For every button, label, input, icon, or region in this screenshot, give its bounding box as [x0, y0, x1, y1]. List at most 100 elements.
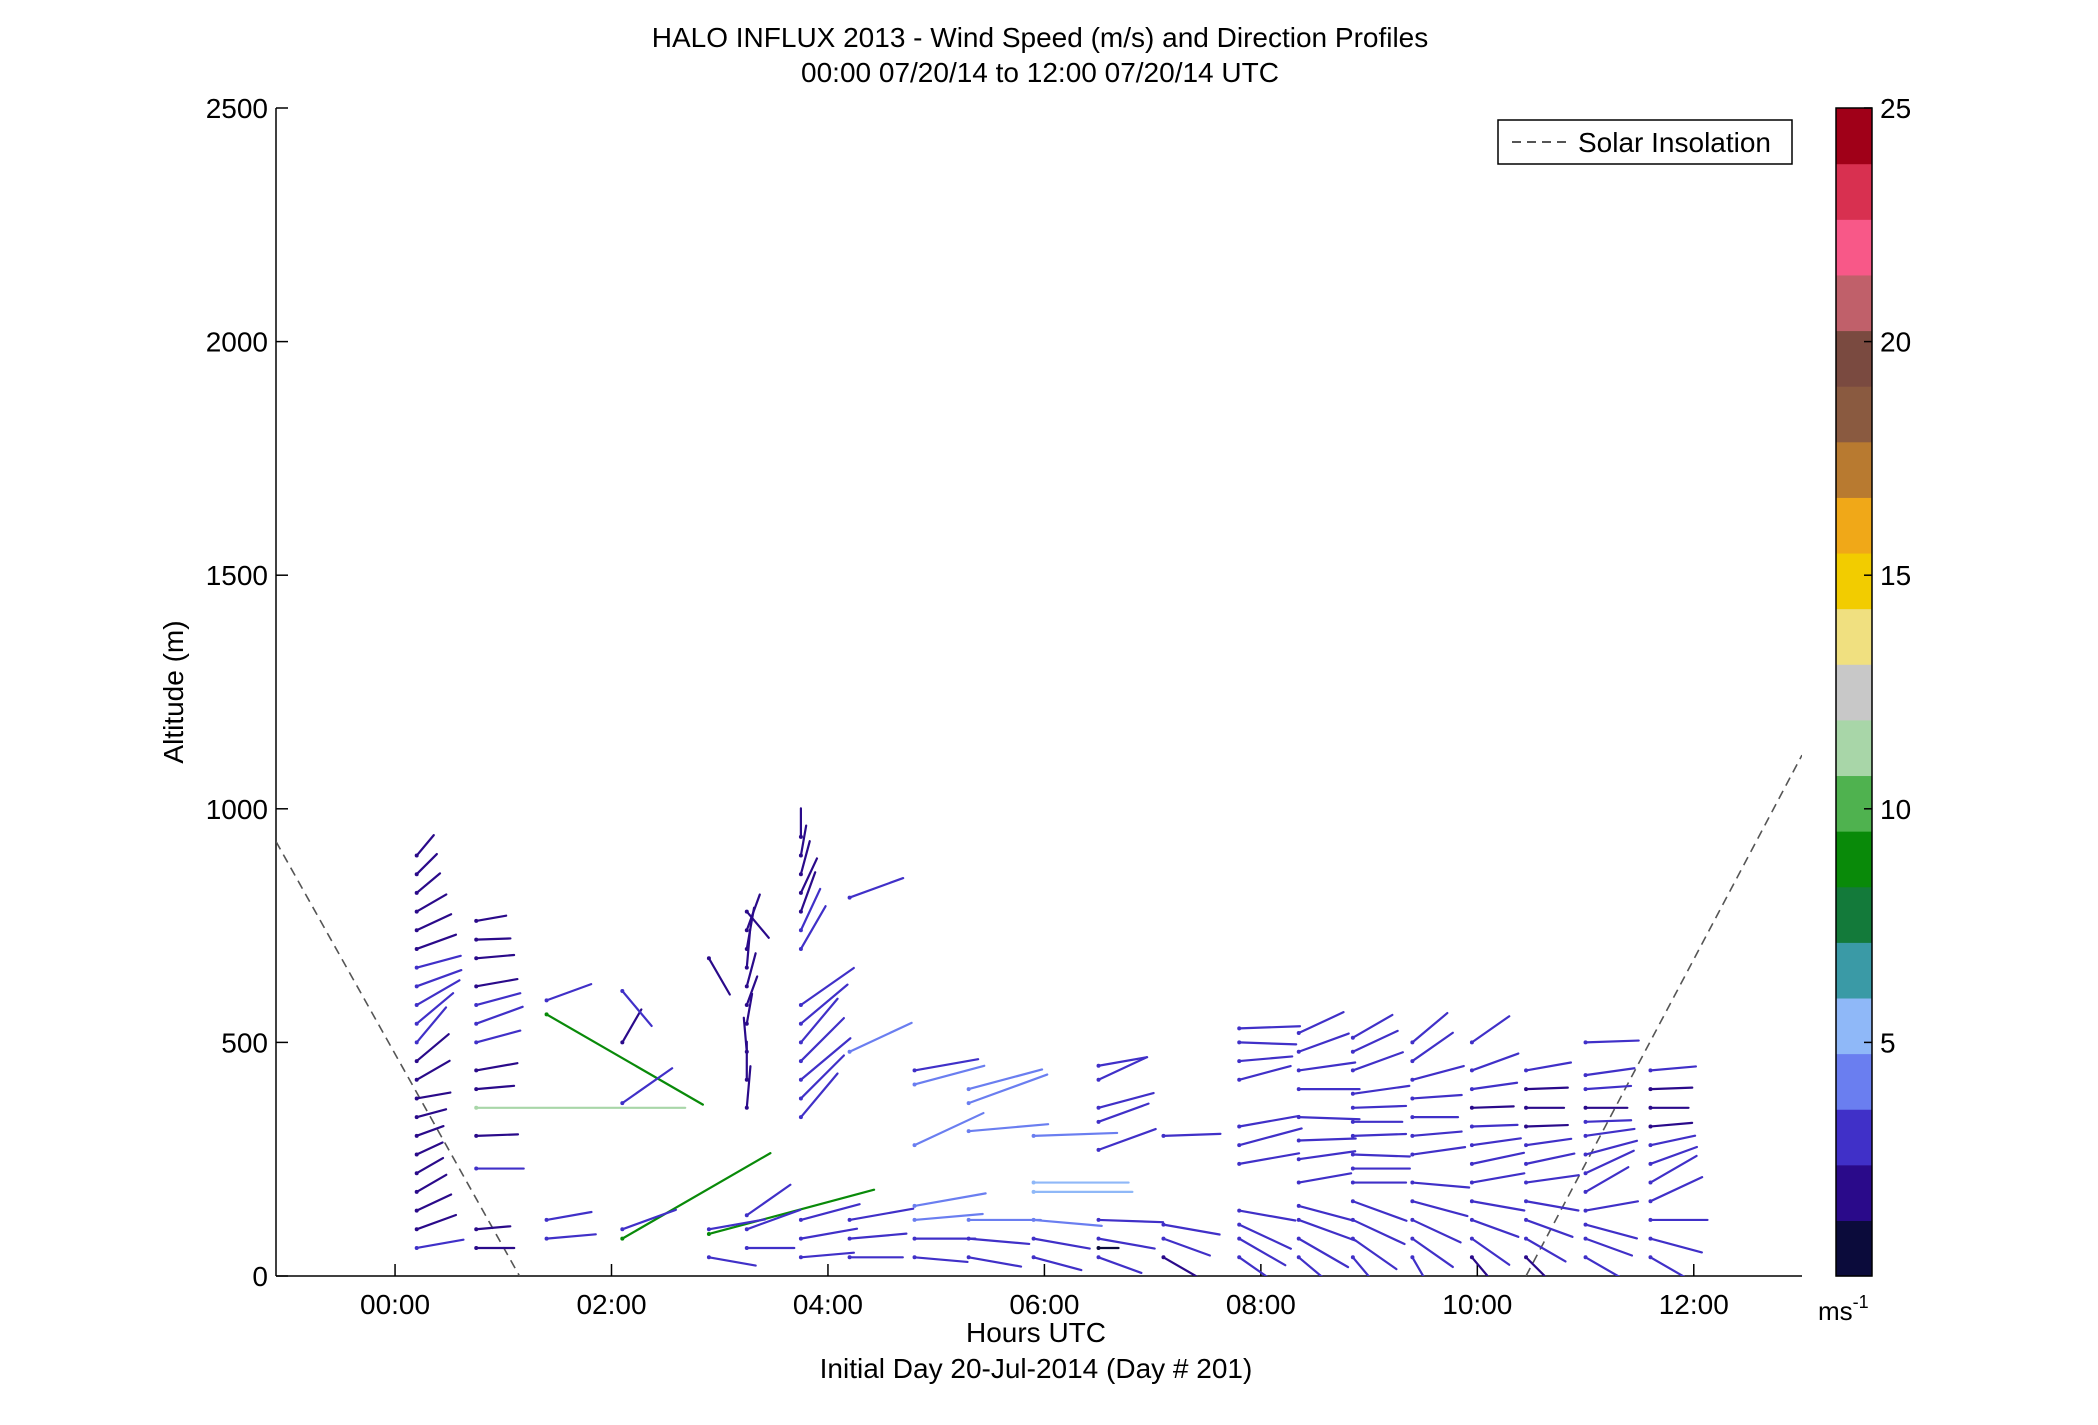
wind-vector-base [414, 1040, 419, 1045]
wind-vector-base [1410, 1152, 1415, 1157]
wind-vector [1411, 1093, 1463, 1100]
x-axis-label-day: Initial Day 20-Jul-2014 (Day # 201) [820, 1353, 1253, 1384]
wind-vector [1097, 1127, 1157, 1151]
wind-vector [848, 1232, 908, 1240]
x-tick-label: 04:00 [793, 1289, 863, 1320]
wind-vector [1297, 1011, 1345, 1035]
legend-label: Solar Insolation [1578, 127, 1771, 158]
wind-vector [1297, 1137, 1357, 1142]
wind-vector [415, 852, 438, 876]
wind-vector-base [1296, 1049, 1301, 1054]
wind-vector [1297, 1237, 1350, 1269]
wind-vector-base [744, 909, 749, 914]
wind-vector-base [474, 984, 479, 989]
wind-vector [1351, 1051, 1404, 1072]
wind-vector-base [1096, 1245, 1101, 1250]
wind-vector-base [474, 1040, 479, 1045]
wind-vector [415, 1173, 448, 1194]
solar-insolation-line [1525, 754, 1802, 1276]
wind-vector [1584, 1039, 1640, 1044]
wind-vector-base [966, 1217, 971, 1222]
wind-vector-base [1096, 1217, 1101, 1222]
wind-vector [1097, 1256, 1143, 1275]
wind-vector-base [1237, 1208, 1242, 1213]
wind-vector [745, 975, 759, 1007]
wind-vector [967, 1123, 1050, 1133]
wind-vector-base [1583, 1208, 1588, 1213]
legend: Solar Insolation [1497, 119, 1793, 165]
colorbar-segment [1836, 1220, 1872, 1277]
wind-vector-base [1237, 1143, 1242, 1148]
wind-vector-base [1410, 1199, 1415, 1204]
wind-vector [745, 1208, 802, 1231]
wind-vector-base [1524, 1087, 1529, 1092]
wind-vector-base [966, 1101, 971, 1106]
chart-title: HALO INFLUX 2013 - Wind Speed (m/s) and … [652, 22, 1429, 53]
wind-vector-base [1469, 1087, 1474, 1092]
wind-vector-base [1350, 1152, 1355, 1157]
colorbar-segment [1836, 552, 1872, 610]
x-tick-label: 06:00 [1009, 1289, 1079, 1320]
colorbar-tick-label: 5 [1880, 1027, 1896, 1058]
wind-vector-base [1096, 1119, 1101, 1124]
colorbar-segment [1836, 108, 1872, 165]
wind-vector-base [706, 956, 711, 961]
wind-vector [1351, 1104, 1408, 1109]
wind-vector [967, 1068, 1044, 1091]
wind-vector-base [798, 1077, 803, 1082]
wind-vector [475, 953, 516, 960]
wind-vector-base [847, 1255, 852, 1260]
wind-vector-base [744, 1077, 749, 1082]
wind-vector [475, 1029, 522, 1044]
wind-vector [913, 1192, 987, 1208]
wind-vector-base [474, 918, 479, 923]
wind-vector-base [1583, 1189, 1588, 1194]
wind-vector [1470, 1081, 1519, 1091]
wind-vector [799, 983, 849, 1025]
wind-vector [1584, 1119, 1633, 1123]
wind-vector [1411, 1256, 1425, 1276]
wind-vector [1162, 1223, 1221, 1236]
colorbar-unit-base: ms [1818, 1296, 1853, 1326]
wind-vector-base [474, 956, 479, 961]
wind-vector [1351, 1256, 1370, 1276]
wind-vector-base [798, 1021, 803, 1026]
y-tick-label: 1500 [206, 560, 268, 591]
wind-vector-base [414, 1208, 419, 1213]
wind-vector [742, 1016, 748, 1053]
wind-vector-base [1469, 1161, 1474, 1166]
wind-vector [415, 872, 442, 894]
wind-vector [415, 913, 453, 932]
wind-vector-base [1296, 1203, 1301, 1208]
wind-vector [1470, 1218, 1520, 1238]
wind-vector [475, 914, 508, 923]
wind-vector [415, 893, 448, 913]
colorbar-segment [1836, 441, 1872, 498]
wind-vector [1351, 1237, 1398, 1271]
wind-vector-base [1583, 1119, 1588, 1124]
wind-vector [1351, 1153, 1411, 1158]
plot-area [275, 108, 1802, 1277]
wind-vector-base [544, 1236, 549, 1241]
wind-vector-base [744, 984, 749, 989]
wind-vector [1162, 1132, 1222, 1137]
wind-vector [1411, 1181, 1471, 1189]
wind-vector [799, 824, 808, 857]
wind-vector-base [1096, 1063, 1101, 1068]
wind-vector [415, 834, 435, 857]
wind-vector [1097, 1056, 1149, 1067]
wind-vector [799, 887, 822, 932]
wind-vector [1411, 1237, 1454, 1269]
wind-vector [1470, 1200, 1526, 1212]
wind-vector [1470, 1237, 1511, 1266]
wind-vector [967, 1237, 1031, 1246]
wind-vector-base [1161, 1222, 1166, 1227]
wind-vector [1470, 1123, 1519, 1128]
wind-vector-base [1161, 1236, 1166, 1241]
wind-vector-base [1350, 1091, 1355, 1096]
wind-vector-base [1296, 1217, 1301, 1222]
colorbar-segment [1836, 330, 1872, 387]
wind-vector [545, 1233, 597, 1240]
wind-vector [1238, 1256, 1268, 1276]
wind-vector-base [1648, 1087, 1653, 1092]
